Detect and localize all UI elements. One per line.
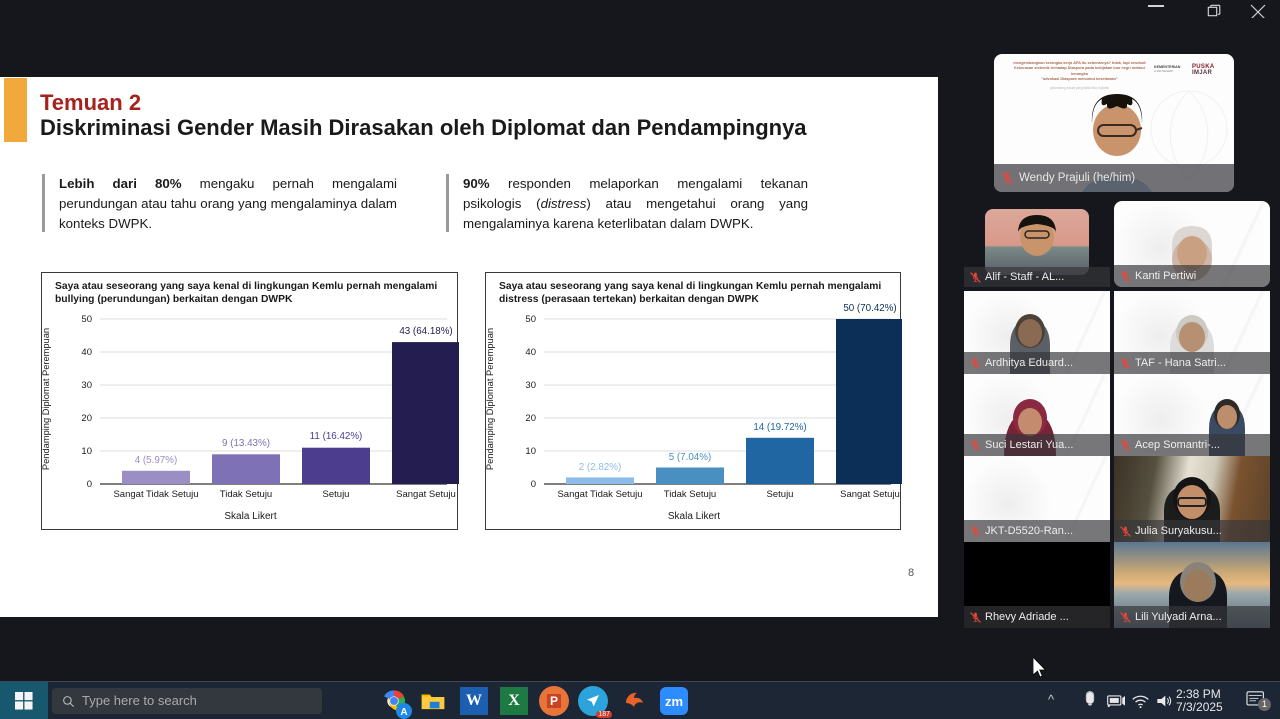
svg-text:Sangat Tidak Setuju: Sangat Tidak Setuju — [557, 489, 642, 500]
svg-text:Setuju: Setuju — [767, 489, 794, 500]
svg-text:0: 0 — [531, 479, 536, 490]
svg-text:0: 0 — [87, 479, 92, 490]
svg-text:Tidak Setuju: Tidak Setuju — [220, 489, 272, 500]
svg-text:Setuju: Setuju — [323, 489, 350, 500]
svg-text:2 (2.82%): 2 (2.82%) — [579, 462, 621, 473]
svg-text:Sangat Tidak Setuju: Sangat Tidak Setuju — [113, 489, 198, 500]
svg-text:Sangat Setuju: Sangat Setuju — [840, 489, 900, 500]
svg-text:Tidak Setuju: Tidak Setuju — [664, 489, 716, 500]
svg-text:50: 50 — [81, 314, 92, 325]
svg-text:20: 20 — [525, 413, 536, 424]
svg-text:11 (16.42%): 11 (16.42%) — [310, 431, 363, 442]
svg-text:50: 50 — [525, 314, 536, 325]
svg-text:9 (13.43%): 9 (13.43%) — [222, 438, 270, 449]
svg-text:Sangat Setuju: Sangat Setuju — [396, 489, 456, 500]
svg-text:40: 40 — [525, 347, 536, 358]
svg-text:5 (7.04%): 5 (7.04%) — [669, 452, 711, 463]
svg-text:50 (70.42%): 50 (70.42%) — [843, 303, 896, 314]
svg-text:10: 10 — [81, 446, 92, 457]
svg-text:30: 30 — [525, 380, 536, 391]
svg-text:4 (5.97%): 4 (5.97%) — [135, 455, 177, 466]
svg-text:14 (19.72%): 14 (19.72%) — [753, 422, 806, 433]
svg-text:A: A — [400, 707, 407, 718]
svg-text:40: 40 — [81, 347, 92, 358]
svg-text:30: 30 — [81, 380, 92, 391]
svg-text:43 (64.18%): 43 (64.18%) — [399, 326, 452, 337]
svg-text:10: 10 — [525, 446, 536, 457]
svg-text:20: 20 — [81, 413, 92, 424]
